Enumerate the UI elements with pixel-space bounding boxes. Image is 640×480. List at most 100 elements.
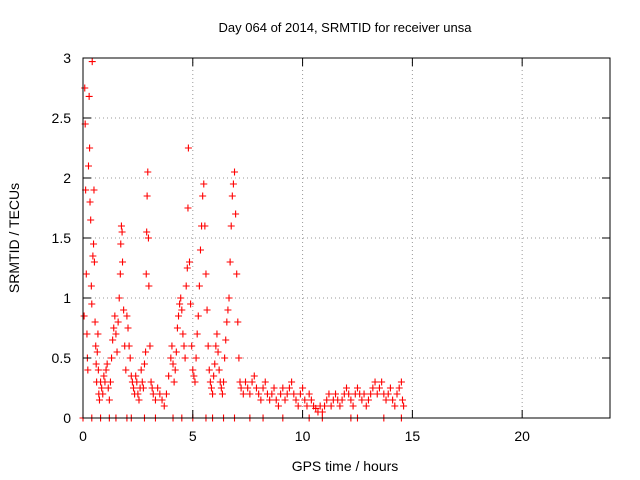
data-point — [212, 342, 220, 350]
data-point — [274, 402, 282, 410]
data-point — [143, 228, 151, 236]
data-point — [165, 372, 173, 380]
data-point — [194, 312, 202, 320]
data-point — [103, 360, 111, 368]
data-point — [120, 306, 128, 314]
data-point — [172, 348, 180, 356]
data-point — [88, 58, 96, 66]
data-point — [349, 402, 357, 410]
data-point — [235, 354, 243, 362]
data-point — [99, 390, 107, 398]
data-point — [209, 390, 217, 398]
data-point — [213, 330, 221, 338]
data-point — [279, 384, 287, 392]
x-tick-label: 5 — [189, 428, 197, 444]
data-point — [395, 384, 403, 392]
data-point — [158, 396, 166, 404]
data-point — [184, 204, 192, 212]
y-tick-label: 1.5 — [52, 230, 72, 246]
data-point — [100, 372, 108, 380]
x-tick-label: 10 — [295, 428, 311, 444]
data-point — [318, 408, 326, 416]
x-tick-label: 15 — [405, 428, 421, 444]
x-tick-label: 20 — [514, 428, 530, 444]
data-point — [312, 404, 320, 412]
data-point — [257, 396, 265, 404]
data-point — [220, 378, 228, 386]
data-point — [102, 366, 110, 374]
data-point — [305, 390, 313, 398]
data-point — [135, 396, 143, 404]
data-point — [285, 384, 293, 392]
data-point — [204, 342, 212, 350]
data-point — [94, 330, 102, 338]
data-point — [255, 390, 263, 398]
data-point — [222, 336, 230, 344]
data-point — [207, 384, 215, 392]
data-point — [187, 300, 195, 308]
data-point — [126, 354, 134, 362]
data-point — [89, 252, 97, 260]
data-point — [393, 390, 401, 398]
data-point — [389, 396, 397, 404]
data-point — [206, 378, 214, 386]
data-point — [185, 258, 193, 266]
data-point — [196, 246, 204, 254]
data-point — [149, 390, 157, 398]
data-point — [84, 162, 92, 170]
data-point — [266, 396, 274, 404]
data-point — [221, 354, 229, 362]
data-point — [86, 198, 94, 206]
data-point — [217, 384, 225, 392]
x-tick-label: 0 — [79, 428, 87, 444]
data-point — [239, 390, 247, 398]
data-point — [325, 390, 333, 398]
data-point — [241, 378, 249, 386]
data-point — [169, 360, 177, 368]
data-point — [85, 92, 93, 100]
grid-lines — [83, 58, 610, 418]
data-point — [188, 342, 196, 350]
data-point — [156, 390, 164, 398]
data-point — [227, 222, 235, 230]
data-point — [178, 306, 186, 314]
data-point — [200, 180, 208, 188]
data-point — [81, 84, 89, 92]
y-tick-label: 3 — [63, 50, 71, 66]
data-point — [270, 384, 278, 392]
data-point — [140, 360, 148, 368]
data-point — [345, 390, 353, 398]
data-point — [105, 396, 113, 404]
data-point — [231, 168, 239, 176]
data-point — [210, 372, 218, 380]
data-point — [288, 378, 296, 386]
data-point — [147, 378, 155, 386]
data-point — [307, 396, 315, 404]
data-point — [397, 378, 405, 386]
data-point — [218, 390, 226, 398]
data-point — [332, 390, 340, 398]
data-point — [364, 396, 372, 404]
data-point — [237, 384, 245, 392]
data-point — [183, 264, 191, 272]
data-point — [116, 270, 124, 278]
data-point — [113, 348, 121, 356]
y-tick-label: 2.5 — [52, 110, 72, 126]
data-point — [118, 228, 126, 236]
data-point — [109, 336, 117, 344]
data-point — [144, 168, 152, 176]
data-point — [195, 282, 203, 290]
data-point — [252, 384, 260, 392]
data-point — [168, 342, 176, 350]
data-point — [106, 378, 114, 386]
data-point — [167, 354, 175, 362]
data-point — [360, 390, 368, 398]
data-point — [203, 306, 211, 314]
data-point — [117, 240, 125, 248]
data-point — [180, 342, 188, 350]
data-point — [142, 348, 150, 356]
data-point — [261, 378, 269, 386]
data-point — [175, 312, 183, 320]
data-point — [93, 348, 101, 356]
y-tick-label: 0 — [63, 410, 71, 426]
